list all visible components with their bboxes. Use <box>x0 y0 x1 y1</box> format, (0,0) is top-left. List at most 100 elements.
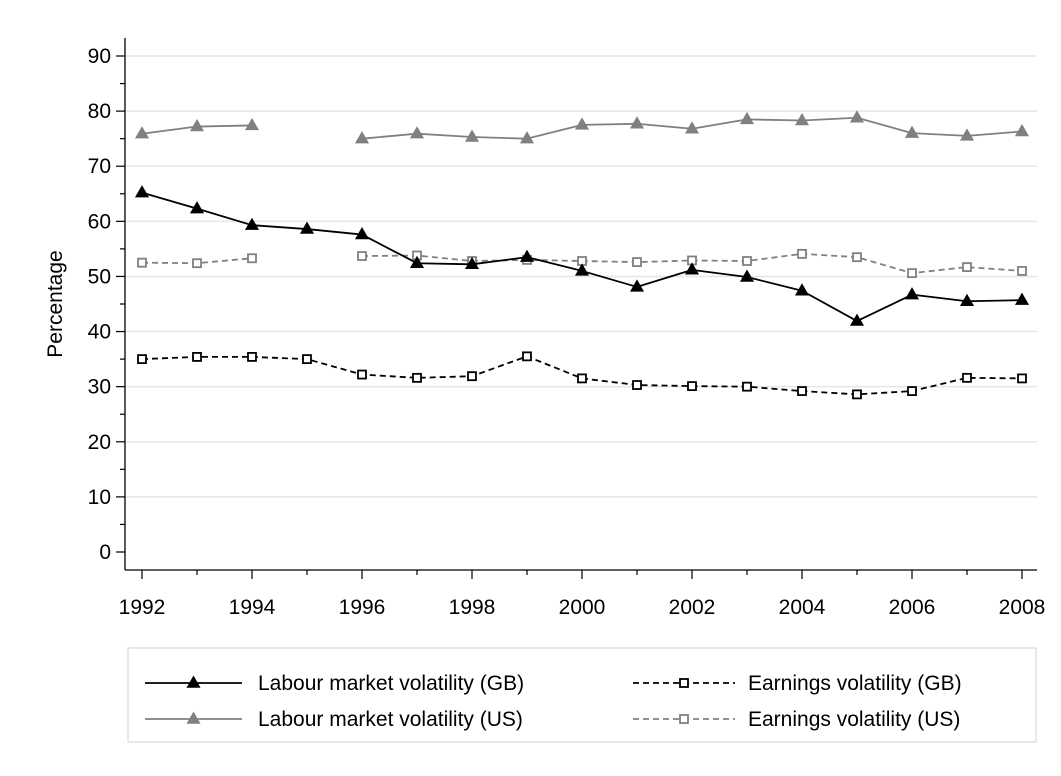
data-point <box>687 381 697 392</box>
y-tick-label: 20 <box>88 431 111 454</box>
data-point <box>632 380 642 390</box>
legend-entry: Earnings volatility (GB) <box>633 672 962 695</box>
axes: 0 10 20 30 40 50 60 70 80 90 1992 1994 1996 1998 2000 2… <box>44 38 1045 619</box>
data-point <box>684 121 700 134</box>
legend-marker <box>186 675 201 688</box>
data-point <box>849 110 865 123</box>
data-point <box>1014 124 1030 137</box>
data-point <box>797 248 807 259</box>
data-point <box>302 354 312 365</box>
legend-entry: Earnings volatility (US) <box>633 708 960 731</box>
data-point <box>247 352 257 362</box>
data-point <box>357 369 367 380</box>
data-point <box>907 386 917 396</box>
legend: Labour market volatility (GB) Earnings vo… <box>127 647 1037 743</box>
legend-label: Labour market volatility (US) <box>258 708 523 731</box>
data-point <box>192 258 202 269</box>
y-tick-label: 30 <box>88 376 111 399</box>
x-tick-label: 2006 <box>889 596 936 619</box>
data-point <box>739 111 755 125</box>
data-point <box>907 268 917 279</box>
y-axis-label: Percentage <box>44 250 67 357</box>
legend-marker <box>679 714 689 724</box>
data-point <box>959 293 975 306</box>
data-point <box>742 256 752 266</box>
x-tick-label: 1994 <box>229 596 276 619</box>
data-point <box>519 249 535 262</box>
data-point <box>192 352 202 362</box>
data-point <box>519 131 535 144</box>
data-point <box>137 354 147 365</box>
data-point <box>904 125 920 138</box>
legend-label: Earnings volatility (US) <box>748 708 960 731</box>
data-point <box>522 351 532 362</box>
data-point <box>409 126 425 139</box>
y-tick-label: 70 <box>88 155 111 178</box>
y-tick-label: 10 <box>88 486 111 509</box>
data-point <box>1017 266 1027 276</box>
data-point <box>244 117 260 131</box>
x-tick-label: 1998 <box>449 596 496 619</box>
data-point <box>464 256 480 270</box>
data-point <box>959 128 975 141</box>
y-tick-label: 40 <box>88 321 111 344</box>
data-point <box>684 262 700 275</box>
data-point <box>189 201 205 214</box>
y-tick-label: 50 <box>88 265 111 288</box>
data-point <box>794 283 810 296</box>
x-tick-label: 2000 <box>559 596 606 619</box>
data-point <box>134 126 150 139</box>
data-point <box>962 262 972 272</box>
data-point <box>739 269 755 282</box>
data-point <box>904 287 920 300</box>
series-0 <box>134 185 1030 326</box>
x-tick-label: 2004 <box>779 596 826 619</box>
data-point <box>137 257 147 268</box>
data-point <box>354 227 370 240</box>
data-point <box>354 131 370 144</box>
series-group <box>134 110 1030 400</box>
data-point <box>852 252 862 263</box>
data-point <box>189 119 205 132</box>
y-tick-label: 80 <box>88 100 111 123</box>
legend-marker <box>679 678 689 688</box>
data-point <box>629 116 645 129</box>
legend-entry: Labour market volatility (GB) <box>145 672 524 695</box>
data-point <box>962 372 972 383</box>
legend-marker <box>186 711 201 724</box>
data-point <box>299 221 315 234</box>
data-point <box>412 372 422 383</box>
data-point <box>467 371 477 382</box>
series-2 <box>137 351 1027 400</box>
gridlines <box>126 55 1037 498</box>
x-tick-label: 2002 <box>669 596 716 619</box>
y-tick-label: 0 <box>99 541 111 564</box>
data-point <box>849 313 865 326</box>
data-point <box>464 129 480 142</box>
legend-label: Labour market volatility (GB) <box>258 672 524 695</box>
series-1 <box>134 110 1030 144</box>
legend-box <box>127 647 1037 743</box>
data-point <box>574 263 590 276</box>
data-point <box>629 279 645 292</box>
x-tick-label: 2008 <box>999 596 1046 619</box>
data-point <box>134 185 150 198</box>
data-point <box>574 117 590 130</box>
y-tick-label: 90 <box>88 45 111 68</box>
y-tick-label: 60 <box>88 210 111 233</box>
x-tick-label: 1992 <box>119 596 166 619</box>
data-point <box>244 217 260 230</box>
data-point <box>852 389 862 400</box>
data-point <box>797 386 807 396</box>
legend-label: Earnings volatility (GB) <box>748 672 962 695</box>
data-point <box>1017 373 1027 384</box>
data-point <box>632 257 642 268</box>
data-point <box>1014 292 1030 305</box>
data-point <box>577 373 587 384</box>
x-tick-label: 1996 <box>339 596 386 619</box>
data-point <box>742 381 752 392</box>
data-point <box>357 251 367 261</box>
data-point <box>409 255 425 268</box>
